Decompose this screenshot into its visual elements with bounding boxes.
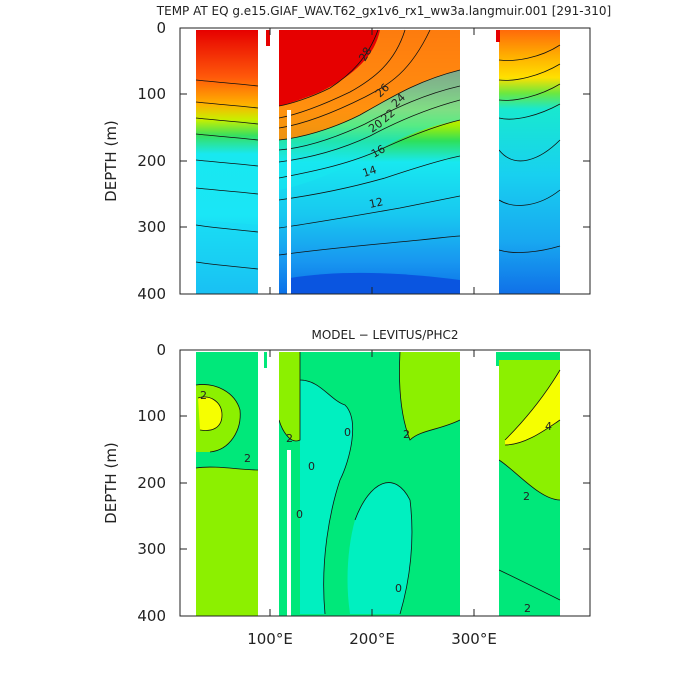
contour-label-28: 28 [356, 45, 374, 64]
bottom-ytick-200: 200 [137, 474, 166, 492]
diff-east-plus4 [505, 370, 560, 445]
deep-blue-core [290, 272, 460, 294]
top-ytick-400: 400 [137, 285, 166, 303]
bottom-land-masks [258, 350, 499, 616]
diff-label-pac-0a: 0 [308, 460, 315, 473]
diff-label-west-2: 2 [200, 389, 207, 402]
bottom-chart-title: MODEL − LEVITUS/PHC2 [311, 328, 458, 342]
diff-label-east-2: 2 [523, 490, 530, 503]
xtick-200E: 200°E [349, 630, 395, 648]
top-chart-title: TEMP AT EQ g.e15.GIAF_WAV.T62_gx1v6_rx1_… [156, 4, 611, 18]
contour-label-14: 14 [361, 163, 378, 180]
bottom-contour-lines [195, 351, 561, 615]
temp-fill-east [499, 30, 560, 294]
bottom-y-axis-label: DEPTH (m) [102, 442, 120, 524]
bottom-axis-ticks [180, 349, 590, 617]
diff-label-pac-2: 2 [286, 432, 293, 445]
xtick-300E: 300°E [451, 630, 497, 648]
top-y-axis-label: DEPTH (m) [102, 120, 120, 202]
bottom-ytick-100: 100 [137, 407, 166, 425]
xtick-100E: 100°E [247, 630, 293, 648]
top-contour-lines [195, 29, 561, 270]
top-ytick-200: 200 [137, 152, 166, 170]
diff-pacific-plus2-east [399, 352, 460, 440]
top-ytick-300: 300 [137, 218, 166, 236]
top-ytick-0: 0 [156, 19, 166, 37]
thermocline-band [279, 70, 460, 190]
diff-pacific-minus2-b [347, 482, 412, 614]
warm-pool-core [279, 30, 380, 106]
diff-pacific-minus2 [300, 380, 353, 614]
diff-label-pac-0d: 0 [395, 582, 402, 595]
diff-label-pac-2b: 2 [403, 428, 410, 441]
diff-pacific-plus2-top [279, 352, 300, 441]
top-land-masks [258, 28, 500, 294]
contour-label-12: 12 [368, 195, 384, 211]
top-ytick-100: 100 [137, 85, 166, 103]
bottom-difference-field [196, 352, 560, 616]
west-deep-cyan [196, 220, 258, 294]
diff-label-pac-0b: 0 [344, 426, 351, 439]
top-temperature-field [196, 30, 560, 294]
diff-label-pac-0c: 0 [296, 508, 303, 521]
diff-west-plus4 [198, 396, 222, 431]
diff-label-west-2b: 2 [244, 452, 251, 465]
diff-label-east-2b: 2 [524, 602, 531, 615]
diff-label-east-4: 4 [545, 420, 552, 433]
bottom-ytick-400: 400 [137, 607, 166, 625]
contour-label-16: 16 [369, 142, 388, 160]
bottom-ytick-0: 0 [156, 341, 166, 359]
bottom-ytick-300: 300 [137, 540, 166, 558]
top-axis-ticks [180, 27, 590, 295]
